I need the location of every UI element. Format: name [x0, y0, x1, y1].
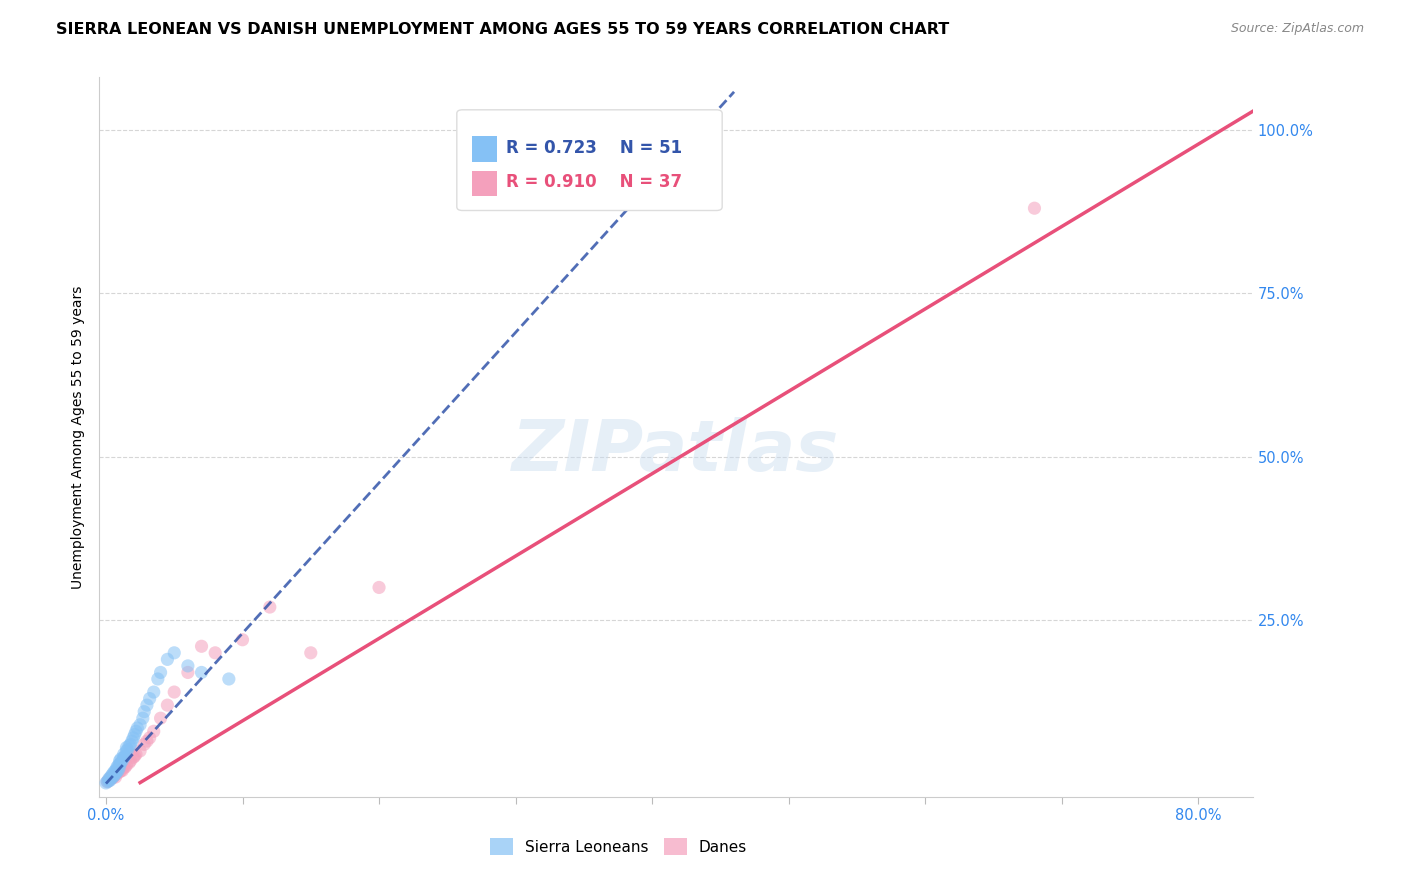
Point [112, 760, 135, 774]
Point [103, 769, 125, 783]
Point [110, 756, 132, 770]
Point [112, 747, 135, 761]
Point [368, 581, 391, 595]
Point [110, 764, 132, 778]
Point [156, 652, 179, 666]
Point [122, 731, 145, 745]
Text: ZIPatlas: ZIPatlas [512, 417, 839, 486]
FancyBboxPatch shape [457, 110, 723, 211]
Point [146, 672, 169, 686]
Point [98, 773, 121, 788]
Point [104, 766, 127, 780]
Point [134, 737, 156, 751]
Point [105, 762, 128, 776]
Point [135, 734, 157, 748]
Point [156, 698, 179, 713]
Point [231, 632, 253, 647]
Point [117, 742, 139, 756]
Point [111, 754, 134, 768]
Point [218, 672, 240, 686]
Point [108, 760, 131, 774]
Y-axis label: Unemployment Among Ages 55 to 59 years: Unemployment Among Ages 55 to 59 years [72, 285, 86, 589]
Point [96, 774, 118, 789]
Point [135, 698, 157, 713]
Point [129, 718, 152, 732]
Point [110, 752, 132, 766]
Point [98, 771, 121, 785]
Point [104, 764, 127, 778]
Point [107, 764, 129, 779]
Point [204, 646, 226, 660]
Point [134, 705, 156, 719]
Text: SIERRA LEONEAN VS DANISH UNEMPLOYMENT AMONG AGES 55 TO 59 YEARS CORRELATION CHAR: SIERRA LEONEAN VS DANISH UNEMPLOYMENT AM… [56, 22, 949, 37]
Point [96, 774, 118, 789]
Point [105, 766, 128, 780]
Point [163, 685, 186, 699]
Point [107, 758, 129, 772]
Point [1024, 201, 1046, 215]
Point [108, 764, 131, 779]
Text: Source: ZipAtlas.com: Source: ZipAtlas.com [1230, 22, 1364, 36]
Point [142, 685, 165, 699]
Point [97, 774, 120, 789]
Point [103, 764, 125, 779]
Point [118, 756, 141, 770]
Point [111, 764, 134, 778]
Point [104, 766, 127, 780]
Point [104, 770, 127, 784]
Point [125, 747, 148, 761]
Point [112, 750, 135, 764]
Point [100, 769, 122, 783]
Point [101, 771, 124, 785]
Point [101, 766, 124, 780]
Point [103, 769, 125, 783]
Point [115, 740, 138, 755]
Point [115, 744, 138, 758]
Point [101, 770, 124, 784]
Point [124, 749, 146, 764]
Point [259, 600, 281, 615]
Text: R = 0.910    N = 37: R = 0.910 N = 37 [506, 173, 682, 192]
Point [177, 659, 200, 673]
Point [124, 727, 146, 741]
Point [115, 758, 138, 772]
Point [122, 750, 145, 764]
Point [97, 772, 120, 786]
Point [105, 764, 128, 779]
Point [129, 744, 152, 758]
Point [98, 772, 121, 786]
Point [118, 739, 141, 753]
Point [138, 731, 160, 745]
Point [299, 646, 322, 660]
Point [163, 646, 186, 660]
Legend: Sierra Leoneans, Danes: Sierra Leoneans, Danes [484, 832, 754, 861]
Point [125, 724, 148, 739]
Point [132, 711, 155, 725]
Point [94, 776, 117, 790]
Point [121, 734, 143, 748]
Point [114, 760, 136, 774]
Point [149, 711, 172, 725]
Point [105, 760, 128, 774]
Point [120, 737, 142, 751]
Point [107, 764, 129, 778]
Point [138, 691, 160, 706]
Point [97, 773, 120, 788]
Point [100, 772, 122, 786]
Point [100, 770, 122, 784]
Point [142, 724, 165, 739]
Text: R = 0.723    N = 51: R = 0.723 N = 51 [506, 139, 682, 157]
Point [114, 749, 136, 764]
Point [149, 665, 172, 680]
Point [108, 756, 131, 771]
Bar [472, 171, 498, 196]
Point [120, 754, 142, 768]
Point [190, 665, 212, 680]
Point [127, 721, 149, 735]
Bar [472, 136, 498, 161]
Point [108, 754, 131, 768]
Point [190, 640, 212, 654]
Point [177, 665, 200, 680]
